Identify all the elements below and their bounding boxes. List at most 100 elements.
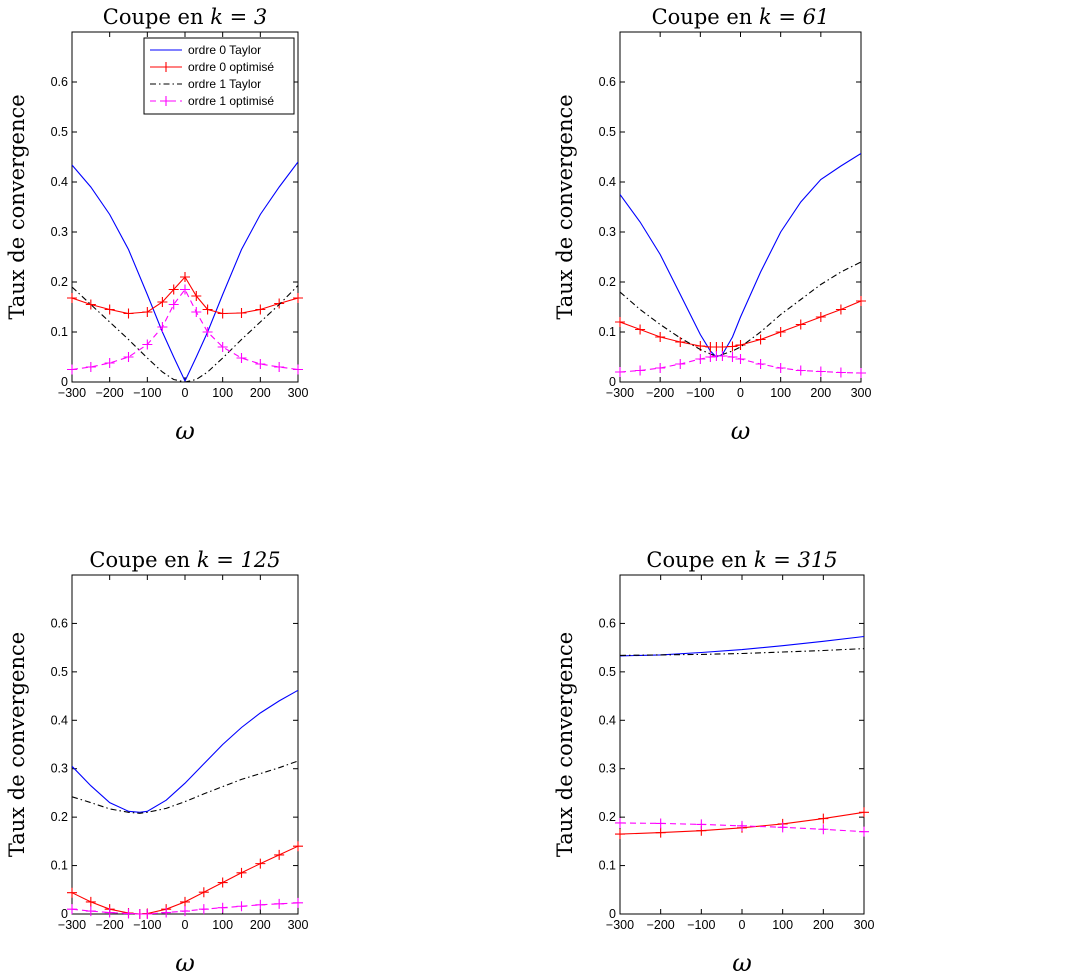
data-point-marker — [180, 272, 190, 282]
data-point-marker — [755, 334, 766, 345]
chart-title-math: k = 61 — [759, 5, 829, 29]
x-tick-label: 100 — [772, 918, 793, 932]
y-axis-label: Taux de convergence — [553, 94, 577, 319]
data-point-marker — [142, 307, 153, 317]
data-point-marker — [293, 841, 303, 852]
data-point-marker — [123, 352, 134, 362]
x-tick-label: 300 — [288, 386, 309, 400]
data-point-marker — [615, 829, 625, 840]
data-point-marker — [104, 907, 115, 918]
data-point-marker — [67, 904, 77, 915]
x-axis-label: ω — [175, 417, 195, 445]
y-tick-label: 0.6 — [51, 616, 68, 630]
data-point-marker — [655, 827, 666, 838]
data-point-marker — [217, 877, 228, 888]
legend-marker — [161, 96, 171, 106]
y-tick-label: 0.2 — [599, 275, 616, 289]
chart-title-text: Coupe en — [646, 548, 753, 572]
data-point-marker — [157, 322, 168, 332]
x-tick-label: −300 — [58, 918, 86, 932]
x-tick-label: 300 — [288, 918, 309, 932]
y-tick-label: 0.3 — [599, 762, 616, 776]
chart-title: Coupe en k = 3 — [103, 5, 267, 29]
data-point-marker — [236, 308, 247, 318]
data-point-marker — [236, 901, 247, 912]
chart-title: Coupe en k = 61 — [652, 5, 830, 29]
y-tick-label: 0 — [609, 375, 616, 389]
data-point-marker — [859, 807, 869, 818]
y-tick-label: 0.2 — [599, 810, 616, 824]
data-point-marker — [274, 298, 285, 309]
chart-title-math: k = 3 — [210, 5, 267, 29]
data-point-marker — [236, 867, 247, 878]
data-point-marker — [655, 363, 666, 373]
plot-frame — [619, 574, 865, 915]
data-point-marker — [217, 308, 228, 319]
x-tick-label: 200 — [250, 386, 271, 400]
y-tick-label: 0.5 — [51, 125, 68, 139]
data-point-marker — [775, 363, 786, 373]
data-point-marker — [123, 908, 134, 919]
x-axis-label: ω — [732, 949, 752, 976]
data-point-marker — [717, 351, 728, 361]
y-tick-label: 0.3 — [599, 225, 616, 239]
data-point-marker — [795, 319, 806, 330]
data-point-marker — [777, 822, 788, 833]
data-point-marker — [67, 887, 77, 898]
x-tick-label: 300 — [851, 386, 872, 400]
x-tick-label: 300 — [854, 918, 875, 932]
chart-title-text: Coupe en — [103, 5, 210, 29]
data-point-marker — [180, 906, 190, 917]
y-tick-label: 0.6 — [599, 616, 616, 630]
x-tick-label: 100 — [770, 386, 791, 400]
x-tick-label: 0 — [182, 918, 189, 932]
data-point-marker — [727, 352, 738, 362]
data-point-marker — [67, 293, 77, 303]
series-line-1 — [620, 153, 861, 358]
data-point-marker — [655, 332, 666, 342]
legend-entry: ordre 1 Taylor — [188, 77, 261, 91]
plot-frame — [71, 574, 299, 915]
x-tick-label: −100 — [133, 386, 161, 400]
data-point-marker — [217, 902, 228, 913]
chart-title: Coupe en k = 315 — [646, 548, 837, 572]
data-point-marker — [635, 324, 646, 335]
data-point-marker — [274, 898, 285, 909]
data-point-marker — [217, 342, 228, 352]
data-point-marker — [198, 904, 209, 915]
x-tick-label: 0 — [182, 386, 189, 400]
chart-title-text: Coupe en — [89, 548, 196, 572]
x-tick-label: −300 — [606, 918, 634, 932]
data-point-marker — [737, 820, 747, 831]
data-point-marker — [635, 365, 646, 376]
data-point-marker — [255, 858, 266, 869]
series-line-4 — [72, 288, 298, 371]
data-point-marker — [255, 304, 266, 315]
data-point-marker — [293, 364, 303, 375]
data-point-marker — [180, 896, 190, 907]
data-point-marker — [142, 909, 153, 919]
data-point-marker — [818, 824, 829, 835]
data-point-marker — [856, 368, 866, 378]
series-line-1 — [72, 689, 298, 813]
data-point-marker — [835, 304, 846, 315]
x-tick-label: −200 — [96, 918, 124, 932]
data-point-marker — [85, 906, 96, 917]
data-point-marker — [717, 342, 728, 352]
legend-entry: ordre 0 optimisé — [188, 60, 274, 74]
y-tick-label: 0 — [609, 907, 616, 921]
data-point-marker — [255, 899, 266, 910]
y-tick-label: 0.4 — [599, 175, 616, 189]
data-point-marker — [696, 819, 707, 830]
series-line-1 — [72, 161, 298, 382]
x-tick-label: 0 — [737, 386, 744, 400]
x-tick-label: 100 — [212, 386, 233, 400]
chart-panel-1: −300 −200 −100 0 100 200 300 0 0.1 0.2 0.3 0.4 0.5 0.… — [5, 5, 308, 445]
y-tick-label: 0.5 — [599, 125, 616, 139]
series-line-3 — [620, 261, 861, 357]
data-point-marker — [856, 296, 866, 306]
data-point-marker — [293, 293, 303, 303]
y-tick-label: 0.4 — [51, 175, 68, 189]
series-line-2 — [620, 300, 861, 348]
x-tick-label: −100 — [133, 918, 161, 932]
